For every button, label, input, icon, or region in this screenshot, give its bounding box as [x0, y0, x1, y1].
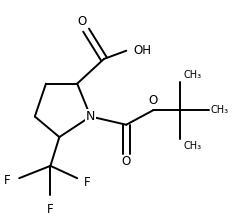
- Text: O: O: [77, 15, 86, 28]
- Text: CH₃: CH₃: [183, 70, 201, 80]
- Text: O: O: [148, 94, 158, 107]
- Text: F: F: [4, 174, 10, 187]
- Text: OH: OH: [133, 44, 151, 57]
- Text: F: F: [84, 176, 90, 189]
- Text: CH₃: CH₃: [211, 105, 229, 115]
- Text: F: F: [47, 203, 54, 216]
- Text: N: N: [86, 110, 95, 123]
- Text: O: O: [122, 155, 131, 168]
- Text: CH₃: CH₃: [183, 141, 201, 151]
